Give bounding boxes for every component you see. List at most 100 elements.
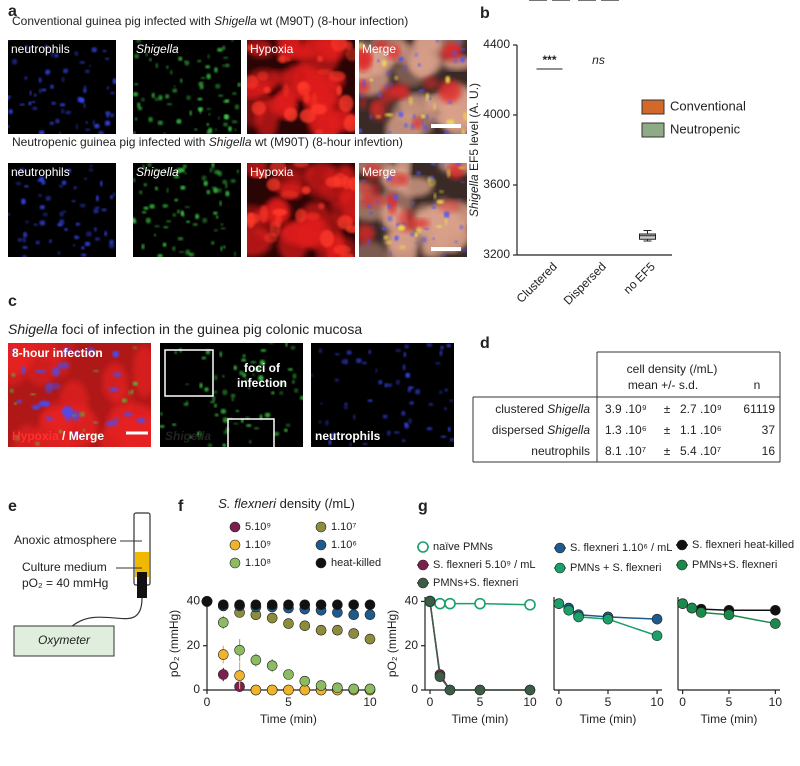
legend-marker <box>315 539 327 551</box>
image-spot <box>178 56 183 61</box>
image-spot <box>376 200 380 204</box>
image-spot <box>68 168 72 173</box>
cell: ± <box>664 402 671 416</box>
image-spot <box>31 404 41 410</box>
image-spot <box>371 181 381 201</box>
image-spot <box>318 202 325 210</box>
image-spot <box>417 63 421 67</box>
image-spot <box>180 78 183 83</box>
image-spot <box>268 343 275 345</box>
image-spot <box>81 246 85 250</box>
image-spot <box>145 52 148 57</box>
y-tick-label: 20 <box>187 638 201 652</box>
image-spot <box>220 246 223 252</box>
data-point <box>348 609 360 621</box>
image-spot <box>247 212 261 225</box>
image-spot <box>414 232 419 238</box>
image-spot <box>163 168 167 174</box>
image-spot <box>443 253 446 257</box>
image-spot <box>361 79 366 82</box>
image-spot <box>179 250 185 254</box>
image-spot <box>361 361 367 365</box>
image-spot <box>416 226 422 234</box>
image-spot <box>363 163 382 181</box>
image-spot <box>445 75 451 84</box>
image-spot <box>219 200 222 207</box>
data-point <box>770 618 781 629</box>
image-spot <box>42 212 48 217</box>
image-label: Hypoxia <box>250 42 294 56</box>
image-label: Hypoxia / Merge <box>12 429 104 443</box>
image-spot <box>385 241 415 257</box>
image-spot <box>343 358 349 365</box>
row-name: clustered Shigella <box>495 402 590 416</box>
image-spot <box>314 129 324 134</box>
image-spot <box>418 89 424 92</box>
image-spot <box>303 93 311 104</box>
image-spot <box>133 345 151 398</box>
image-spot <box>172 246 176 252</box>
data-point <box>723 609 735 621</box>
data-point <box>234 599 245 611</box>
image-spot <box>197 437 202 440</box>
image-spot <box>180 185 186 190</box>
image-spot <box>215 215 219 219</box>
image-spot <box>57 223 63 227</box>
image-spot <box>446 343 451 348</box>
image-spot <box>386 43 401 60</box>
image-spot <box>58 429 63 434</box>
y-tick-label: 0 <box>411 682 418 696</box>
image-spot <box>63 68 69 74</box>
image-spot <box>197 59 202 63</box>
image-spot <box>459 56 466 63</box>
y-tick-label: 3600 <box>483 177 510 191</box>
image-spot <box>345 47 355 62</box>
image-spot <box>184 206 190 209</box>
image-spot <box>186 95 191 101</box>
image-spot <box>8 95 12 99</box>
image-spot <box>75 123 78 130</box>
panel-title-part: foci of infection in the guinea pig colo… <box>58 321 363 337</box>
image-spot <box>444 388 448 392</box>
image-spot <box>369 78 374 82</box>
image-spot <box>441 163 445 168</box>
image-spot <box>374 40 389 50</box>
image-spot <box>239 370 244 376</box>
image-spot <box>247 44 254 51</box>
image-spot <box>465 131 467 134</box>
image-spot <box>435 224 443 229</box>
image-spot <box>136 417 146 424</box>
data-point <box>348 599 360 611</box>
image-spot <box>210 401 215 404</box>
image-spot <box>271 391 275 395</box>
image-spot <box>306 212 321 221</box>
image-spot <box>137 106 143 111</box>
data-point <box>266 599 278 611</box>
image-spot <box>237 82 241 87</box>
image-spot <box>188 252 195 257</box>
image-spot <box>439 350 443 357</box>
image-spot <box>149 57 152 62</box>
image-spot <box>93 350 96 355</box>
image-spot <box>367 238 371 245</box>
image-spot <box>39 220 46 226</box>
image-spot <box>81 253 87 257</box>
image-spot <box>398 112 404 118</box>
image-spot <box>460 181 465 184</box>
y-tick-label: 4000 <box>483 107 510 121</box>
image-spot <box>371 97 388 121</box>
image-spot <box>270 69 291 84</box>
image-spot <box>217 47 223 52</box>
image-spot <box>403 66 407 71</box>
image-spot <box>319 229 335 248</box>
image-spot <box>92 119 96 126</box>
image-spot <box>384 113 394 117</box>
image-spot <box>99 180 103 187</box>
image-spot <box>414 388 421 395</box>
image-spot <box>359 128 363 134</box>
image-spot <box>251 100 266 116</box>
image-spot <box>204 387 209 392</box>
image-spot <box>253 427 260 430</box>
caption: Neutropenic guinea pig infected with Shi… <box>12 135 403 149</box>
probe <box>137 572 147 598</box>
